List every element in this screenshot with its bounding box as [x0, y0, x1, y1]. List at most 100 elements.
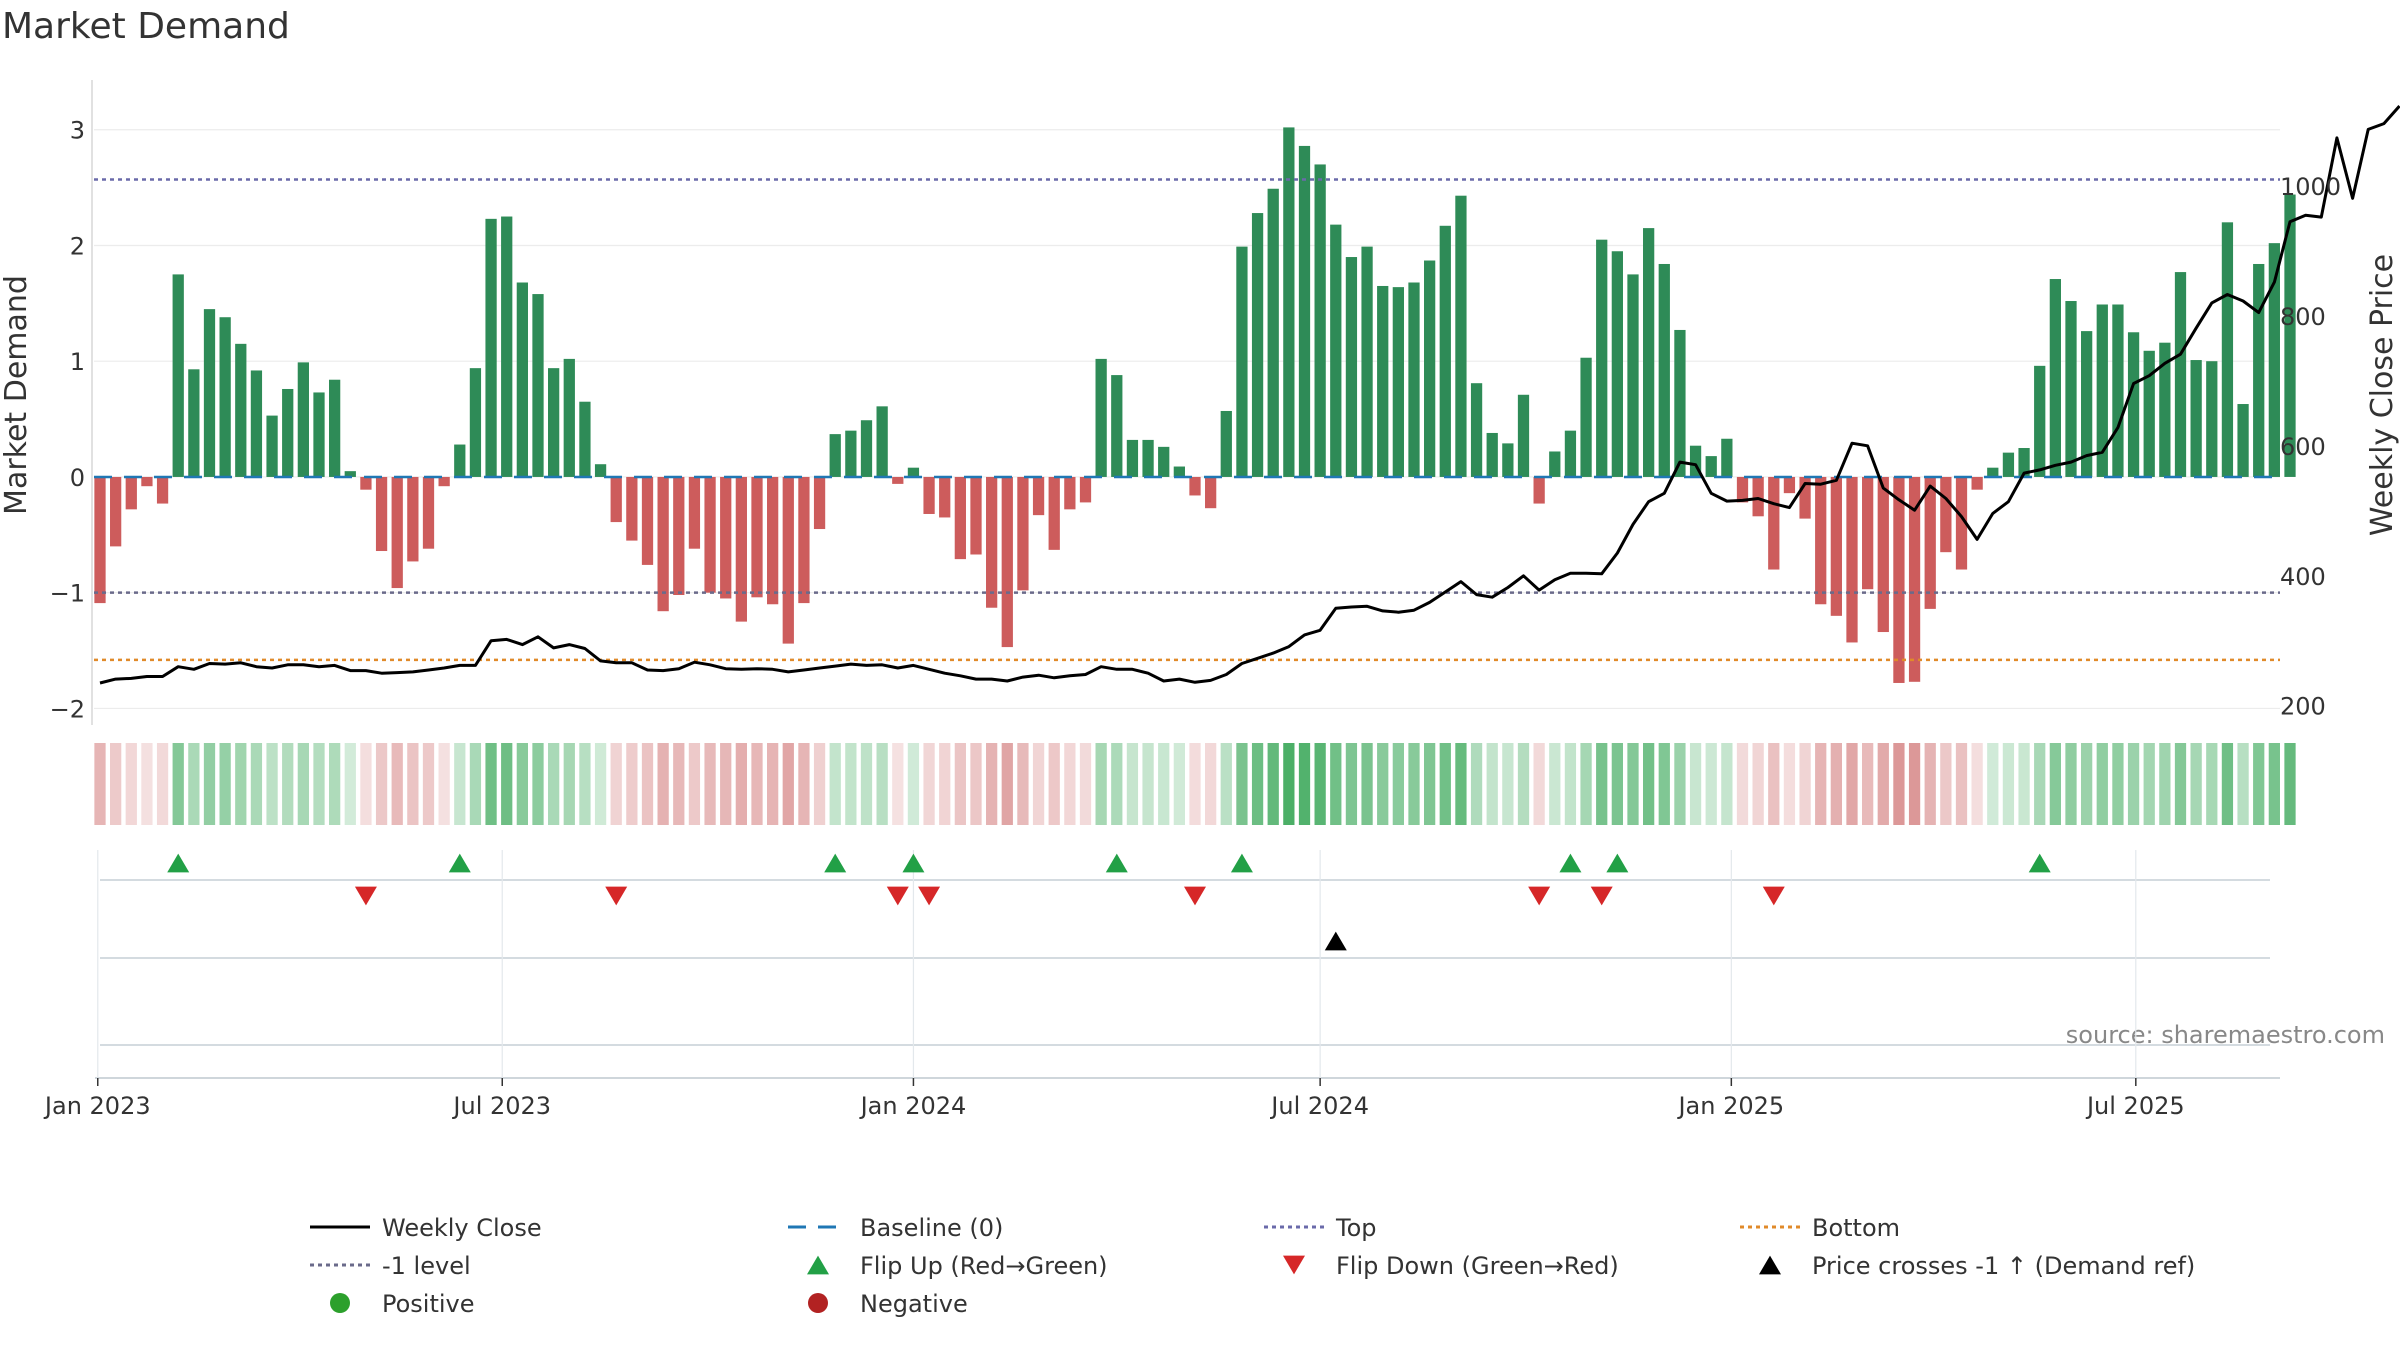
heat-cell: [250, 743, 263, 825]
legend-item: Price crosses -1 ↑ (Demand ref): [1759, 1252, 2195, 1280]
demand-bar: [1533, 476, 1545, 504]
heat-cell: [813, 743, 826, 825]
demand-bar: [2159, 342, 2171, 477]
demand-bar: [2081, 331, 2093, 477]
heat-cell: [1783, 743, 1796, 825]
heat-cell: [610, 743, 622, 825]
heat-cell: [657, 743, 669, 825]
demand-bar: [688, 476, 701, 549]
demand-bar: [1220, 410, 1232, 477]
demand-bar: [454, 444, 466, 477]
heat-cell: [2159, 743, 2171, 825]
demand-bar: [2127, 332, 2140, 477]
legend: Weekly Close Baseline (0) Top Bottom -1 leve…: [310, 1214, 2195, 1318]
heat-cell: [1126, 743, 1139, 825]
y2-tick-label: 200: [2280, 693, 2326, 721]
demand-bar: [516, 282, 528, 477]
heat-cell: [1689, 743, 1702, 825]
demand-bar: [219, 317, 231, 477]
heat-cell: [438, 743, 450, 825]
demand-bar: [1783, 476, 1796, 494]
demand-bar: [1408, 282, 1420, 477]
heat-cell: [2034, 743, 2046, 825]
heat-cell: [986, 743, 998, 825]
heat-cell: [1736, 743, 1749, 825]
demand-bar: [1768, 476, 1780, 570]
heat-cell: [548, 743, 560, 825]
demand-bar: [892, 476, 904, 484]
heat-cell: [2221, 743, 2234, 825]
flip-up-marker: [1105, 853, 1128, 873]
demand-bar: [970, 476, 982, 555]
demand-bar: [329, 379, 341, 477]
demand-bar: [391, 476, 403, 589]
heat-cell: [1564, 743, 1577, 825]
demand-bar: [469, 368, 482, 477]
heat-cell: [454, 743, 466, 825]
demand-bar: [250, 370, 263, 477]
demand-bar: [2065, 301, 2077, 477]
heat-cell: [1517, 743, 1530, 825]
demand-bar: [2112, 304, 2124, 477]
y-axis-label: Market Demand: [0, 275, 34, 515]
demand-bar: [1564, 430, 1577, 477]
legend-item: Weekly Close: [310, 1214, 542, 1242]
demand-bar: [1455, 195, 1467, 477]
heat-cell: [688, 743, 701, 825]
demand-bar: [1361, 246, 1373, 477]
heat-cell: [329, 743, 341, 825]
heat-cell: [2190, 743, 2202, 825]
flip-down-marker: [886, 886, 909, 906]
demand-bar: [1752, 476, 1764, 517]
heat-cell: [1377, 743, 1389, 825]
heat-cell: [219, 743, 231, 825]
heat-cell: [767, 743, 779, 825]
weekly-close-line: [99, 105, 2400, 685]
heat-cell: [516, 743, 528, 825]
heat-cell: [2112, 743, 2124, 825]
heat-cell: [2268, 743, 2280, 825]
heat-cell: [485, 743, 497, 825]
demand-bar: [1158, 446, 1170, 477]
demand-bar: [579, 401, 591, 477]
demand-bar: [438, 476, 450, 487]
demand-bar: [1846, 476, 1858, 643]
heat-cell: [1908, 743, 1921, 825]
heat-cell: [156, 743, 169, 825]
demand-bar: [2096, 304, 2108, 477]
demand-bar: [735, 476, 747, 622]
heat-cell: [2143, 743, 2155, 825]
demand-bar: [1955, 476, 1968, 570]
heat-cell: [1111, 743, 1123, 825]
demand-bar: [1142, 439, 1154, 477]
legend-label: Bottom: [1812, 1214, 1900, 1242]
heat-cell: [125, 743, 137, 825]
heat-cell: [1220, 743, 1232, 825]
demand-bar: [360, 476, 372, 490]
heat-cell: [954, 743, 966, 825]
heat-cell: [1799, 743, 1811, 825]
demand-bar: [1079, 476, 1092, 503]
y2-tick-label: 400: [2280, 563, 2326, 591]
demand-bar: [1377, 285, 1389, 477]
event-markers-layer: [167, 853, 2051, 951]
demand-bar: [845, 430, 857, 477]
demand-bar: [1502, 443, 1514, 477]
heat-cell: [1017, 743, 1029, 825]
legend-item: Flip Down (Green→Red): [1283, 1252, 1619, 1280]
demand-bar: [1596, 239, 1608, 477]
heat-cell: [1236, 743, 1248, 825]
demand-bar: [641, 476, 654, 565]
legend-label: Flip Down (Green→Red): [1336, 1252, 1619, 1280]
demand-bar: [1345, 257, 1358, 477]
heat-cell: [1251, 743, 1264, 825]
demand-bar: [860, 420, 873, 477]
heat-cell: [2049, 743, 2061, 825]
heat-cell: [1877, 743, 1889, 825]
demand-bar: [939, 476, 951, 518]
heat-cell: [2018, 743, 2030, 825]
demand-bar: [1251, 213, 1264, 477]
reference-lines-layer: [94, 178, 2280, 662]
demand-bar: [407, 476, 419, 562]
